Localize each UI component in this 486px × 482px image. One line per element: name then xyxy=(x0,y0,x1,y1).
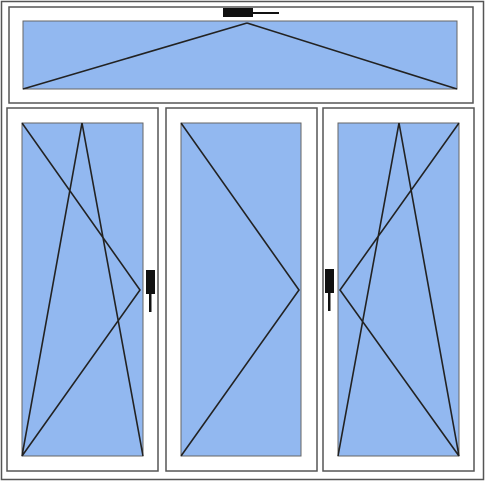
left-sash-panel xyxy=(6,107,159,472)
transom-glass xyxy=(22,20,458,90)
right-sash-glass xyxy=(337,122,460,457)
right-sash-turn-lines xyxy=(339,122,460,457)
left-sash-glass xyxy=(21,122,144,457)
transom-handle-icon xyxy=(223,8,279,17)
transom-opening-line-right xyxy=(246,22,458,90)
center-sash-opening-lines xyxy=(180,122,300,457)
left-sash-turn-lines xyxy=(21,122,141,457)
left-sash-tilt-lines xyxy=(21,122,144,457)
center-sash-glass xyxy=(180,122,302,457)
center-sash-panel xyxy=(165,107,318,472)
transom-opening-line-left xyxy=(22,22,248,90)
right-sash-panel xyxy=(322,107,475,472)
transom-panel xyxy=(8,6,474,104)
right-sash-handle-icon xyxy=(325,269,334,311)
left-sash-handle-icon xyxy=(146,270,155,312)
right-sash-tilt-lines xyxy=(337,122,460,457)
